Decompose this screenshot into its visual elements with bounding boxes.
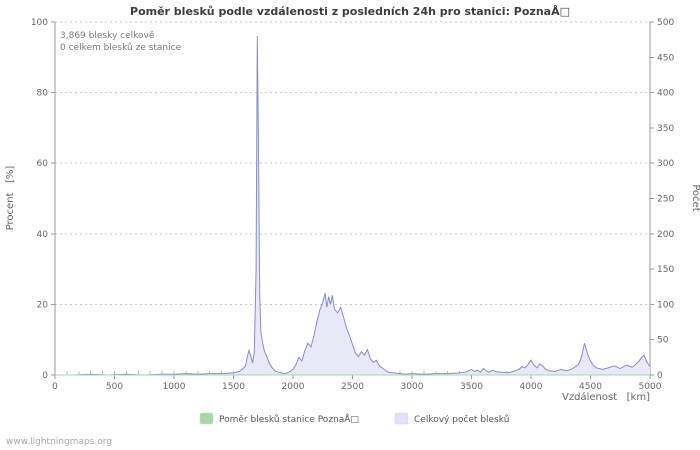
y-left-tick-label: 0 bbox=[42, 371, 48, 381]
plot-area: 0204060801000501001502002503003504004505… bbox=[31, 18, 675, 392]
y-right-tick-label: 0 bbox=[657, 371, 663, 381]
y-right-tick-label: 150 bbox=[657, 265, 674, 275]
x-axis-label: Vzdálenost [km] bbox=[562, 391, 650, 403]
legend: Poměr blesků stanice PoznaÅ□ Celkový poč… bbox=[199, 412, 509, 425]
x-tick-label: 500 bbox=[106, 382, 123, 392]
y-right-tick-label: 50 bbox=[657, 336, 669, 346]
x-tick-label: 1000 bbox=[163, 382, 186, 392]
x-tick-label: 0 bbox=[52, 382, 58, 392]
y-left-tick-label: 60 bbox=[37, 159, 49, 169]
x-tick-label: 5000 bbox=[639, 382, 662, 392]
y-right-tick-label: 450 bbox=[657, 53, 674, 63]
legend-label-ratio: Poměr blesků stanice PoznaÅ□ bbox=[219, 413, 359, 425]
x-tick-label: 4000 bbox=[520, 382, 543, 392]
legend-swatch-total bbox=[394, 412, 409, 425]
legend-item-total: Celkový počet blesků bbox=[394, 412, 509, 425]
left-axis-label: Procent [%] bbox=[5, 166, 16, 231]
y-left-tick-label: 80 bbox=[37, 89, 49, 99]
chart-title: Poměr blesků podle vzdálenosti z posledn… bbox=[130, 5, 570, 18]
station-strikes-annotation: 0 celkem blesků ze stanice bbox=[60, 42, 182, 53]
x-tick-label: 4500 bbox=[579, 382, 602, 392]
y-right-tick-label: 200 bbox=[657, 230, 674, 240]
y-right-tick-label: 300 bbox=[657, 159, 674, 169]
y-right-tick-label: 500 bbox=[657, 18, 674, 28]
right-axis-label: Počet bbox=[690, 184, 700, 211]
total-strikes-annotation: 3,869 blesky celkově bbox=[60, 31, 155, 41]
y-left-tick-label: 40 bbox=[37, 230, 49, 240]
watermark-link: www.lightningmaps.org bbox=[6, 437, 112, 447]
legend-swatch-ratio bbox=[199, 412, 214, 425]
x-tick-label: 3000 bbox=[401, 382, 424, 392]
y-left-tick-label: 100 bbox=[31, 18, 48, 28]
count-line-series bbox=[55, 36, 651, 376]
legend-label-total: Celkový počet blesků bbox=[414, 414, 509, 425]
y-right-tick-label: 350 bbox=[657, 124, 674, 134]
y-right-tick-label: 400 bbox=[657, 89, 674, 99]
x-tick-label: 2500 bbox=[341, 382, 364, 392]
y-right-tick-label: 250 bbox=[657, 195, 674, 205]
x-tick-label: 2000 bbox=[282, 382, 305, 392]
y-left-tick-label: 20 bbox=[37, 300, 49, 310]
x-tick-label: 3500 bbox=[460, 382, 483, 392]
legend-item-ratio: Poměr blesků stanice PoznaÅ□ bbox=[199, 412, 359, 425]
count-area-series bbox=[55, 36, 650, 375]
x-tick-label: 1500 bbox=[222, 382, 245, 392]
y-right-tick-label: 100 bbox=[657, 300, 674, 310]
